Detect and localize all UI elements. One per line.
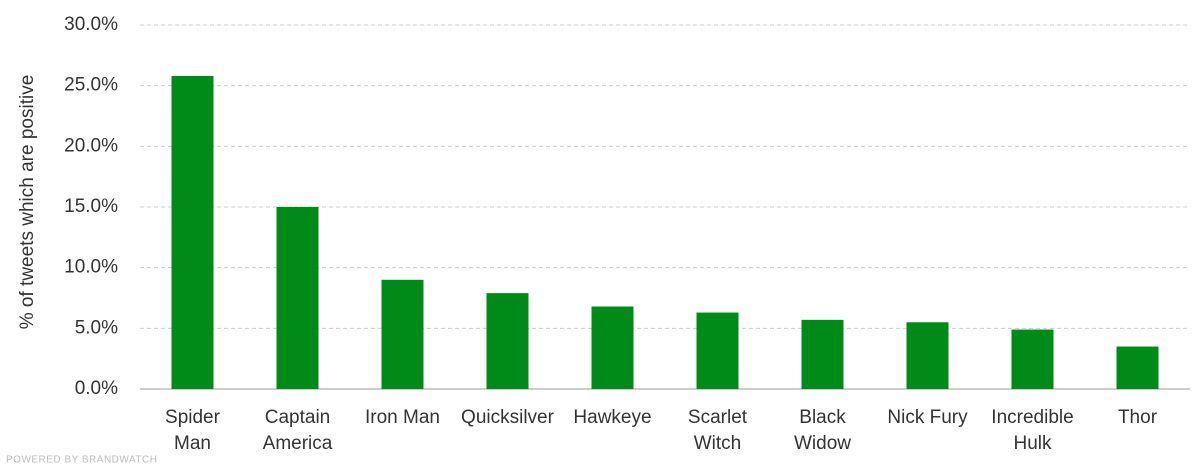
x-tick-label: Widow [794,433,851,454]
footer: POWERED BY BRANDWATCH [6,455,157,466]
x-tick-label: Nick Fury [887,407,968,428]
x-tick-label: Incredible [991,407,1073,428]
bar [801,319,844,389]
y-tick-label: 5.0% [75,317,118,338]
x-tick-label: Spider [165,407,221,428]
x-tick-label: Scarlet [688,407,748,428]
y-tick-label: 25.0% [64,75,118,96]
x-tick-label: Captain [265,407,331,428]
x-tick-label: Quicksilver [461,407,555,428]
bar [696,312,739,389]
bar [591,306,634,389]
x-tick-label: Man [174,433,211,454]
y-axis-label: % of tweets which are positive [17,75,38,330]
bar [906,322,949,389]
bar [1011,329,1054,389]
bar [486,293,529,389]
y-tick-label: 15.0% [64,196,118,217]
x-tick-label: Thor [1118,407,1158,428]
bar [171,75,214,390]
y-tick-label: 30.0% [64,14,118,35]
x-tick-label: Witch [694,433,742,454]
y-tick-label: 10.0% [64,257,118,278]
x-tick-label: Iron Man [365,407,440,428]
y-tick-label: 0.0% [75,378,118,399]
bar [276,207,319,389]
x-tick-label: Hulk [1013,433,1052,454]
bar [1116,346,1159,389]
x-tick-label: Hawkeye [573,407,651,428]
x-tick-label: Black [799,407,846,428]
x-tick-label: America [263,433,333,454]
bar [381,279,424,389]
y-tick-label: 20.0% [64,135,118,156]
